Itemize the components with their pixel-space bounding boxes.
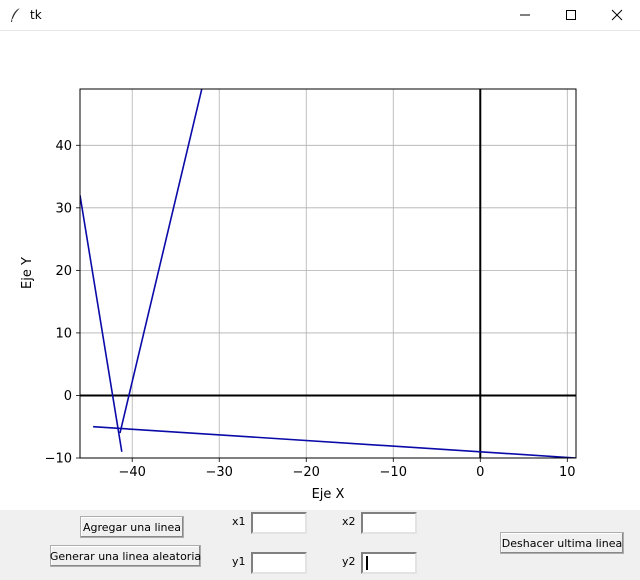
x2-field[interactable] (361, 512, 417, 534)
window-title: tk (30, 8, 42, 22)
maximize-button[interactable] (548, 0, 594, 30)
x-tick-label: 10 (559, 465, 576, 480)
x1-label: x1 (232, 515, 246, 528)
undo-line-button[interactable]: Deshacer ultima linea (500, 532, 624, 554)
x-tick-label: 0 (476, 465, 484, 480)
plot-figure: −40 −30 −20 −10 0 10 −10 0 10 20 30 40 Eje X Eje Y (0, 30, 640, 510)
y-axis-label: Eje Y (20, 257, 35, 289)
x1-field[interactable] (251, 512, 307, 534)
x-tick-label: −20 (293, 465, 320, 480)
y1-label: y1 (232, 555, 246, 568)
title-bar: tk (0, 0, 640, 30)
close-button[interactable] (594, 0, 640, 30)
y1-field[interactable] (251, 552, 307, 574)
controls-panel: Agregar una linea Generar una linea alea… (0, 510, 640, 580)
y-tick-label: 0 (64, 389, 72, 404)
x1-input[interactable] (253, 514, 305, 532)
x-axis-label: Eje X (312, 487, 345, 502)
x-tick-label: −30 (206, 465, 233, 480)
random-line-button[interactable]: Generar una linea aleatoria (50, 545, 201, 567)
y2-input[interactable] (363, 554, 415, 572)
y2-label: y2 (342, 555, 356, 568)
x2-label: x2 (342, 515, 356, 528)
x-tick-label: −40 (118, 465, 145, 480)
close-icon (611, 9, 623, 21)
series-line-2 (119, 89, 203, 434)
y-tick-label: 20 (55, 264, 72, 279)
series-line-3 (93, 425, 576, 458)
x2-input[interactable] (363, 514, 415, 532)
maximize-icon (566, 10, 576, 20)
x-tick-label: −10 (380, 465, 407, 480)
line-chart: −40 −30 −20 −10 0 10 −10 0 10 20 30 40 Eje X Eje Y (20, 88, 577, 502)
series-line-1 (80, 195, 123, 452)
minimize-icon (520, 14, 530, 16)
y-tick-label: 10 (55, 326, 72, 341)
minimize-button[interactable] (502, 0, 548, 30)
y-tick-label: 40 (55, 139, 72, 154)
plot-frame (79, 88, 577, 459)
feather-icon (11, 7, 21, 22)
y-tick-label: −10 (45, 452, 72, 467)
add-line-button[interactable]: Agregar una linea (80, 516, 184, 538)
y2-field[interactable] (361, 552, 417, 574)
y-tick-label: 30 (55, 201, 72, 216)
text-cursor (366, 556, 368, 570)
y1-input[interactable] (253, 554, 305, 572)
